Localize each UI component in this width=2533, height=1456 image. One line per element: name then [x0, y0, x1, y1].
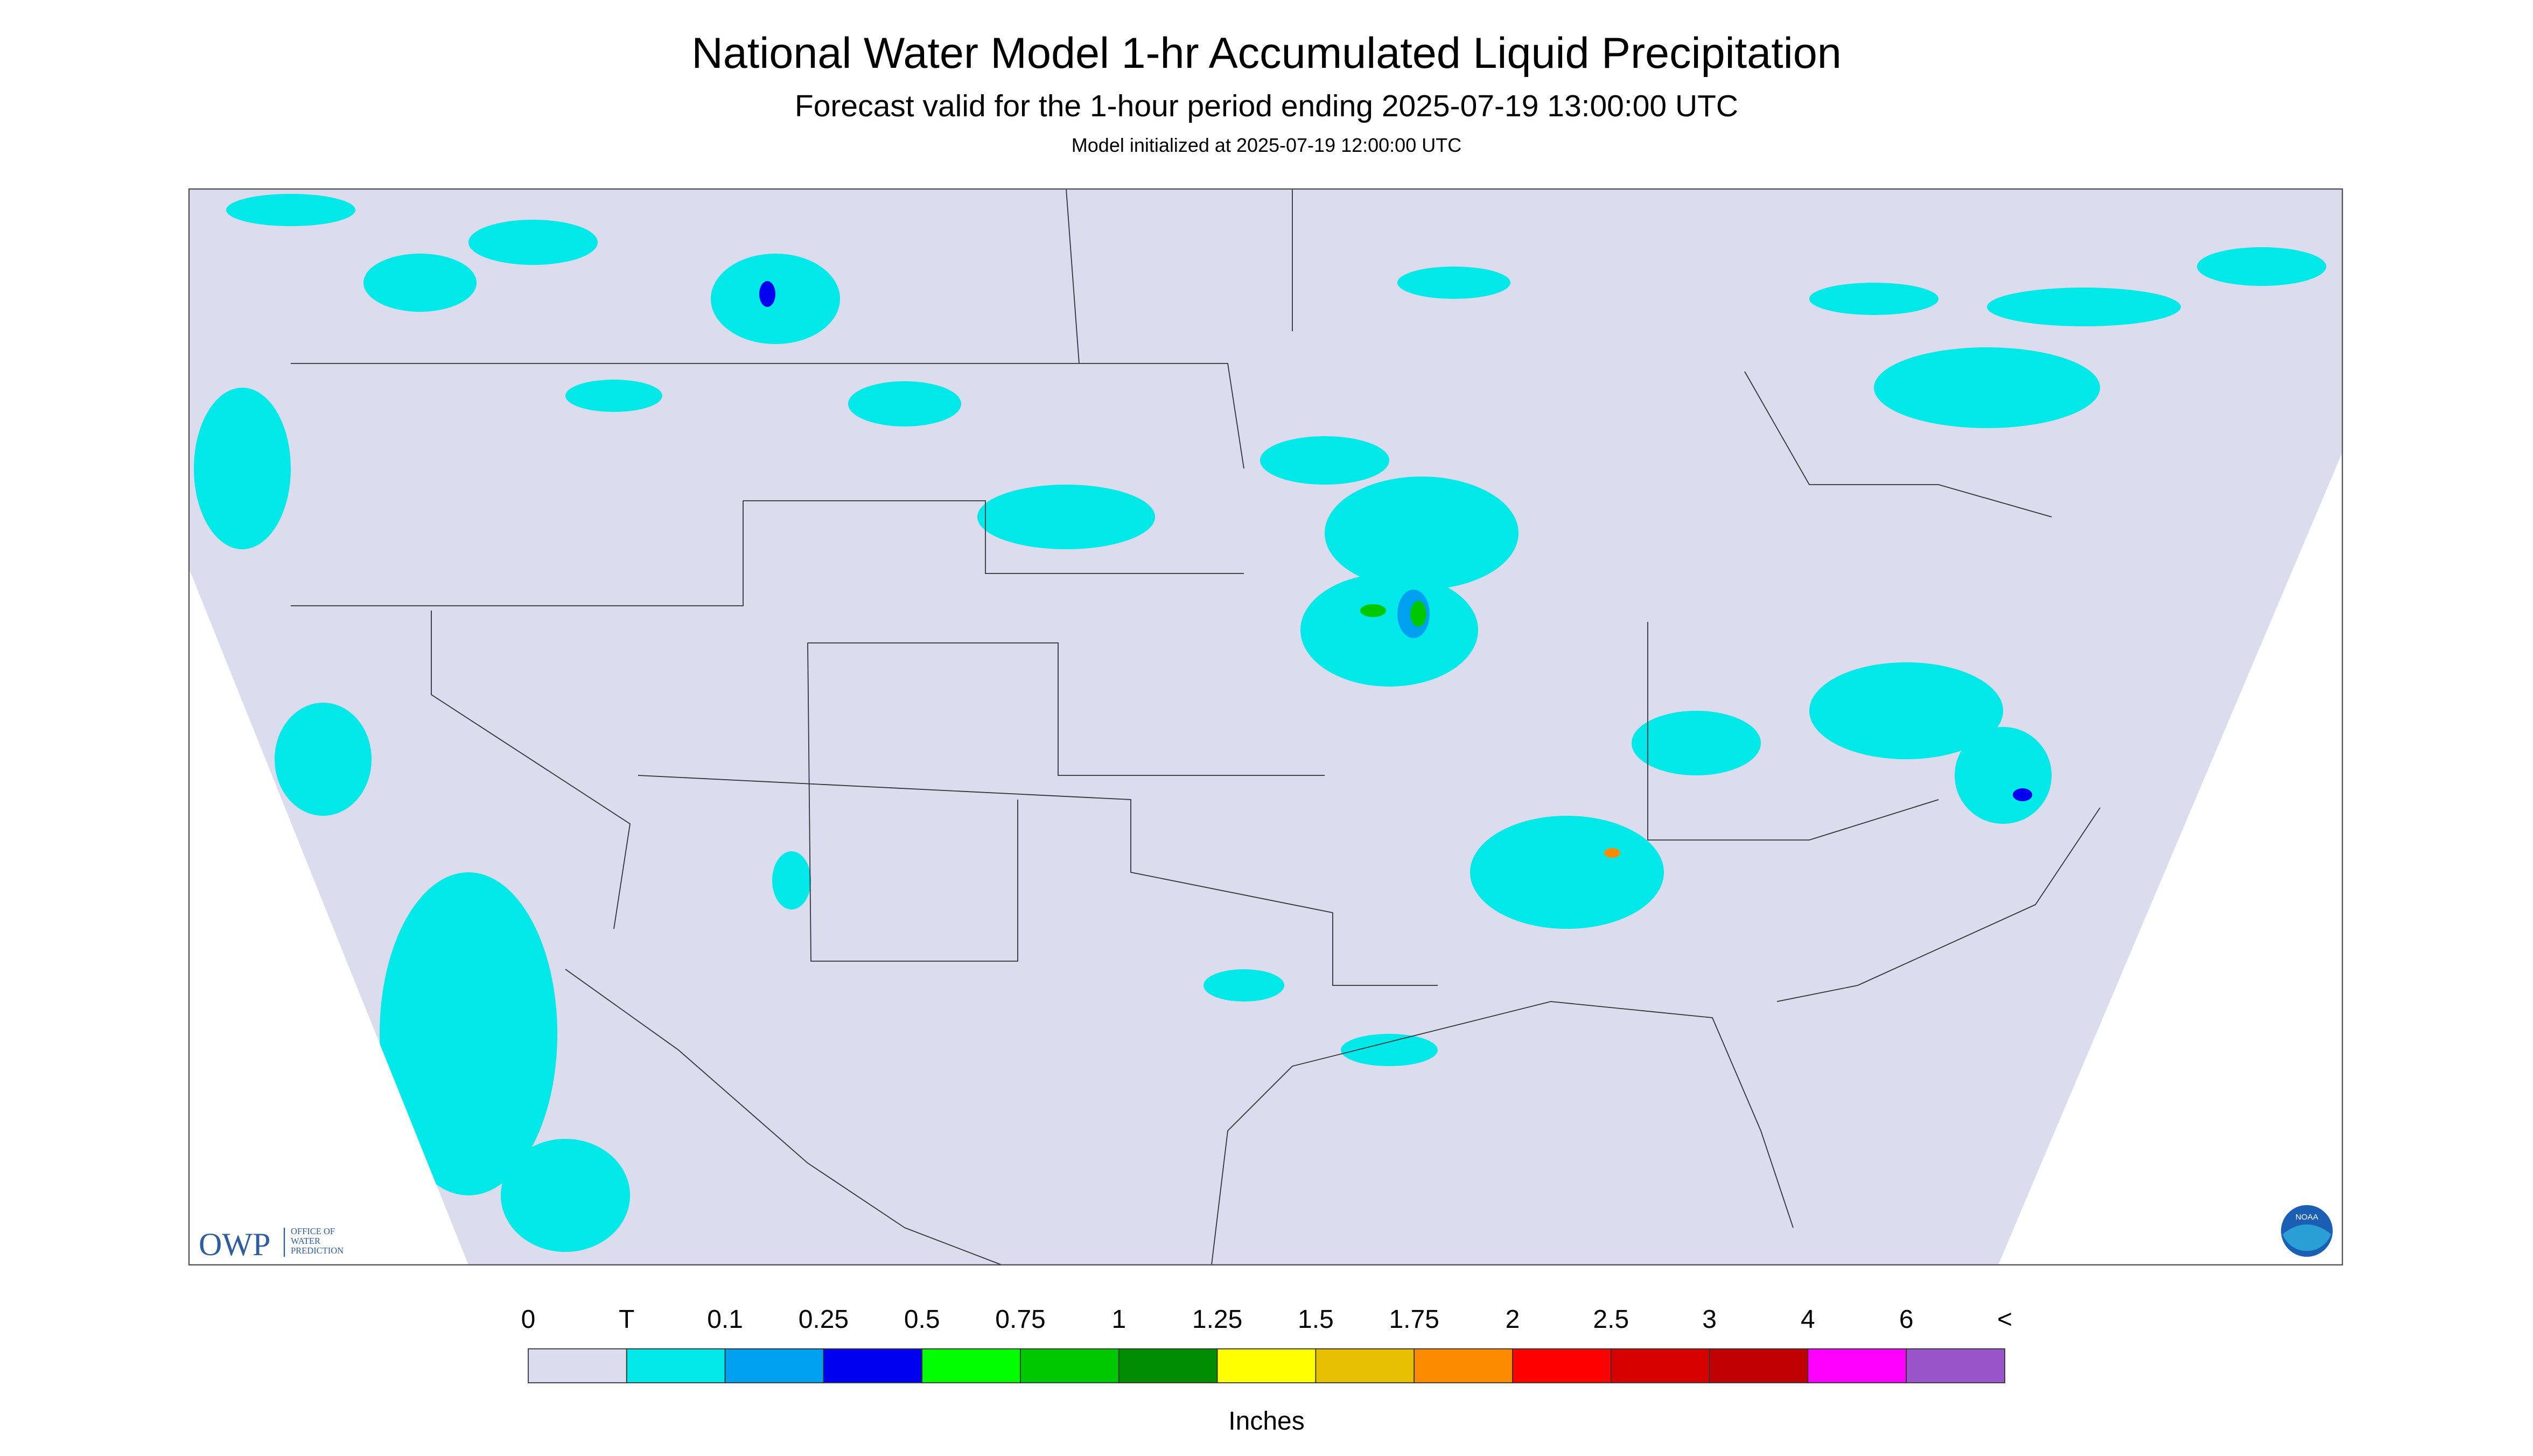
legend-swatch — [1807, 1348, 1907, 1383]
legend-label: 0 — [521, 1305, 536, 1334]
legend-label: 4 — [1801, 1305, 1815, 1334]
legend-swatch — [1216, 1348, 1317, 1383]
legend-swatch — [921, 1348, 1021, 1383]
legend-swatch — [1020, 1348, 1119, 1383]
legend-swatch — [1610, 1348, 1710, 1383]
noaa-wave — [2283, 1224, 2331, 1251]
outside-projection — [189, 569, 468, 1265]
logo-line: WATER — [291, 1236, 320, 1246]
owp-logo: OWP OFFICE OF WATER PREDICTION — [199, 1226, 344, 1262]
noaa-logo: NOAA — [2281, 1205, 2333, 1257]
legend-label: 0.5 — [904, 1305, 940, 1334]
logo-acronym: OWP — [199, 1227, 270, 1262]
legend-label: 1.25 — [1192, 1305, 1242, 1334]
legend-swatch — [1118, 1348, 1218, 1383]
legend: 0 T 0.1 0.25 0.5 0.75 1 1.25 1.5 1.75 2 2.5 3 4 6 < — [521, 1305, 2012, 1383]
subtitle: Forecast valid for the 1-hour period end… — [795, 89, 1738, 123]
legend-swatch — [528, 1348, 627, 1383]
legend-label: 6 — [1899, 1305, 1914, 1334]
init-note: Model initialized at 2025-07-19 12:00:00… — [1072, 134, 1461, 156]
logo-line: OFFICE OF — [291, 1226, 335, 1236]
legend-swatch — [1709, 1348, 1809, 1383]
heavy-precip — [759, 281, 2032, 858]
legend-unit: Inches — [1228, 1407, 1304, 1436]
legend-label: 0.1 — [707, 1305, 743, 1334]
legend-label: 1.75 — [1389, 1305, 1439, 1334]
legend-label: T — [619, 1305, 634, 1334]
legend-label: 1.5 — [1298, 1305, 1334, 1334]
legend-swatch — [1906, 1348, 2005, 1383]
legend-label: 2.5 — [1593, 1305, 1629, 1334]
legend-label: 1 — [1111, 1305, 1126, 1334]
legend-label: < — [1997, 1305, 2012, 1334]
legend-label: 0.25 — [799, 1305, 849, 1334]
legend-swatch — [626, 1348, 726, 1383]
map-frame — [188, 188, 2343, 1266]
noaa-text: NOAA — [2296, 1213, 2319, 1222]
legend-swatch — [1512, 1348, 1612, 1383]
legend-swatch — [724, 1348, 824, 1383]
title: National Water Model 1-hr Accumulated Li… — [691, 29, 1842, 78]
legend-swatch — [1414, 1348, 1513, 1383]
outside-projection — [1998, 452, 2342, 1265]
legend-label: 3 — [1702, 1305, 1717, 1334]
boundaries — [291, 188, 2101, 1265]
precip-areas — [194, 194, 2326, 1252]
legend-label: 0.75 — [995, 1305, 1045, 1334]
legend-swatch — [823, 1348, 923, 1383]
legend-label: 2 — [1506, 1305, 1520, 1334]
legend-swatch — [1315, 1348, 1415, 1383]
map — [188, 188, 2343, 1266]
logo-line: PREDICTION — [291, 1245, 344, 1256]
